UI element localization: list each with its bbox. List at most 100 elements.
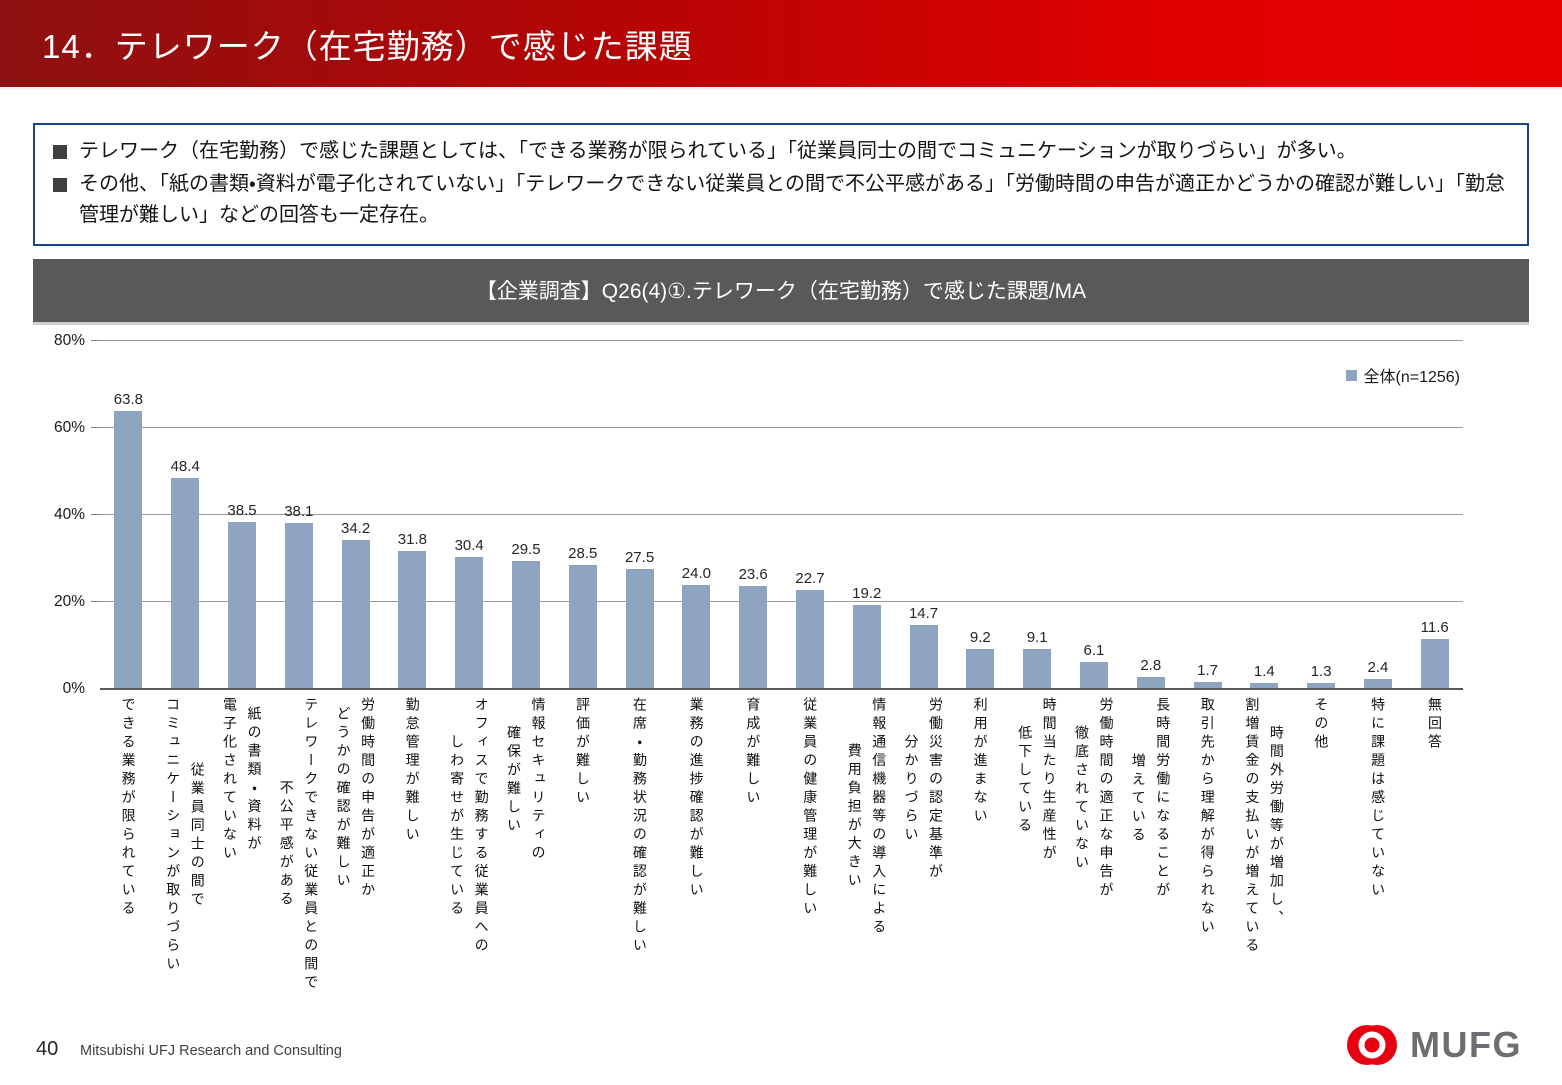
value-label: 19.2 [852,585,882,603]
page-number: 40 [36,1038,59,1060]
category-cell: 時間外労働等が増加し、 割増賃金の支払いが増えている [1236,697,1293,956]
bar-column: 14.7 [895,341,952,689]
y-axis-tick [91,340,100,341]
category-cell: 在席・勤務状況の確認が難しい [611,697,668,956]
category-label: その他 [1313,697,1330,753]
bar [966,648,995,689]
bar-column: 9.1 [1009,341,1066,689]
page-title: 14．テレワーク（在宅勤務）で感じた課題 [42,27,693,65]
y-axis-tick [91,427,100,428]
category-label: 業務の進捗確認が難しい [688,697,705,901]
bar-column: 1.3 [1293,341,1350,689]
category-cell: 業務の進捗確認が難しい [668,697,725,901]
category-cell: オフィスで勤務する従業員への しわ寄せが生じている [441,697,498,956]
summary-bullet-2-text: その他、「紙の書類・資料が電子化されていない」「テレワークできない従業員との間で… [79,173,1505,226]
bar [1193,681,1222,689]
value-label: 1.7 [1197,661,1218,679]
bar-column: 38.1 [270,341,327,689]
summary-box: テレワーク（在宅勤務）で感じた課題としては、「できる業務が限られている」「従業員… [33,123,1529,246]
bar [909,625,938,689]
y-axis-label: 0% [62,680,85,697]
value-label: 2.4 [1367,658,1389,676]
value-label: 38.5 [227,501,257,519]
category-cell: 育成が難しい [725,697,782,808]
category-label: 従業員の健康管理が難しい [802,697,819,919]
bar [1250,682,1279,689]
value-label: 9.2 [969,628,991,646]
category-cell: 情報通信機器等の導入による 費用負担が大きい [838,697,895,938]
category-label: 労働時間の適正な申告が 徹底されていない [1073,697,1115,901]
category-label: 長時間労働になることが 増えている [1130,697,1172,901]
bar-column: 28.5 [554,341,611,689]
category-cell: 労働時間の適正な申告が 徹底されていない [1066,697,1123,901]
bar-column: 30.4 [441,341,498,689]
category-label: 紙の書類・資料が 電子化されていない [221,697,263,864]
bar [1307,683,1336,689]
y-axis-tick [91,514,100,515]
category-label: 情報通信機器等の導入による 費用負担が大きい [846,697,888,938]
category-label: 従業員同士の間で コミュニケーションが取りづらい [165,697,206,975]
bar-column: 29.5 [498,341,555,689]
value-label: 6.1 [1083,642,1105,660]
category-label: 在席・勤務状況の確認が難しい [631,697,648,956]
legend-label: 全体(n=1256) [1363,369,1461,386]
category-cell: 時間当たり生産性が 低下している [1009,697,1066,864]
category-label: 勤怠管理が難しい [404,697,421,845]
category-cell: その他 [1293,697,1350,753]
slide-footer: 40 Mitsubishi UFJ Research and Consultin… [0,1013,1562,1085]
bullet-square-icon [53,145,67,159]
bar-column: 27.5 [611,341,668,689]
bar-column: 48.4 [157,341,214,689]
x-axis-line [100,688,1463,690]
value-label: 11.6 [1420,618,1449,636]
bar [1023,649,1052,689]
bar [398,550,427,689]
category-label: 無回答 [1426,697,1443,753]
value-label: 1.4 [1253,662,1275,680]
value-label: 9.1 [1026,629,1048,647]
bar-column: 6.1 [1066,341,1123,689]
bar-column: 31.8 [384,341,441,689]
bar-column: 9.2 [952,341,1009,689]
bar-column: 34.2 [327,341,384,689]
category-cell: テレワークできない従業員との間で 不公平感がある [270,697,327,993]
value-label: 31.8 [397,530,427,548]
value-label: 38.1 [284,503,314,521]
category-label: できる業務が限られている [120,697,137,919]
category-label: 育成が難しい [745,697,762,808]
category-label: 評価が難しい [575,697,592,808]
value-label: 34.2 [340,520,371,538]
category-cell: 紙の書類・資料が 電子化されていない [214,697,271,864]
bar-chart: 全体(n=1256) 0% 20% 40% 60% 80% 63.8 48.4 38.5 38.… [33,325,1529,993]
category-cell: できる業務が限られている [100,697,157,919]
category-label: 労働災害の認定基準が 分かりづらい [903,697,945,882]
summary-bullet-1-text: テレワーク（在宅勤務）で感じた課題としては、「できる業務が限られている」「従業員… [79,140,1357,162]
value-label: 1.3 [1310,663,1332,681]
category-cell: 無回答 [1406,697,1463,753]
bar [114,411,143,689]
bar [568,565,597,689]
summary-bullet-2: その他、「紙の書類・資料が電子化されていない」「テレワークできない従業員との間で… [49,169,1511,231]
category-cell: 利用が進まない [952,697,1009,827]
y-axis-tick [91,601,100,602]
y-axis-label: 20% [53,593,85,610]
y-axis-label: 40% [53,506,85,523]
bar [1420,638,1449,689]
gridline [100,601,1463,602]
value-label: 63.8 [113,391,143,409]
bar-column: 1.4 [1236,341,1293,689]
bar-column: 24.0 [668,341,725,689]
bar-column: 1.7 [1179,341,1236,689]
chart-legend: 全体(n=1256) [1345,363,1461,387]
bar [171,478,200,689]
category-label: 時間当たり生産性が 低下している [1017,697,1058,864]
chart-title-bar: 【企業調査】Q26(4)①.テレワーク（在宅勤務）で感じた課題/MA [33,259,1529,325]
bar [739,586,768,689]
bar-columns: 63.8 48.4 38.5 38.1 34.2 31.8 30.4 29.5 28.5 27.5… [100,341,1463,689]
bar [455,556,484,689]
bar [625,569,654,689]
bar-column: 19.2 [838,341,895,689]
category-cell: 長時間労働になることが 増えている [1122,697,1179,901]
value-label: 27.5 [624,549,655,567]
value-label: 28.5 [568,545,598,563]
